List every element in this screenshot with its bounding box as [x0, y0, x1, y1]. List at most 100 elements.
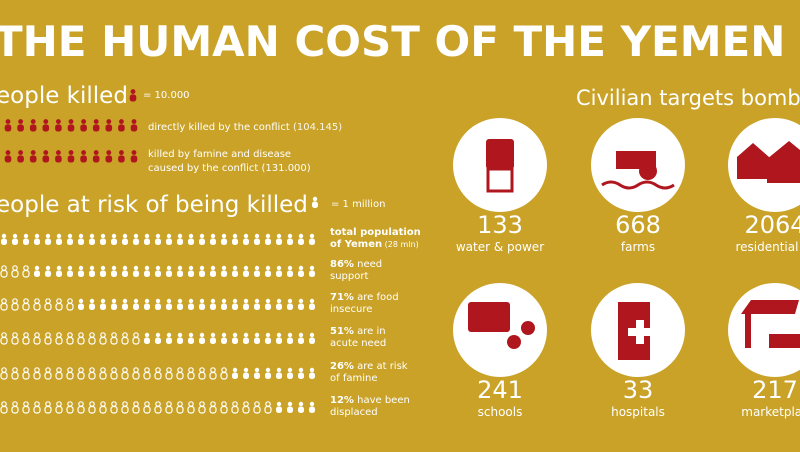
person-icon	[88, 401, 96, 414]
person-icon	[154, 367, 162, 380]
person-icon	[11, 367, 19, 380]
person-icon	[99, 401, 107, 414]
icon-head	[122, 265, 128, 271]
icon-body	[4, 124, 12, 132]
icon-head	[111, 367, 117, 373]
icon-body	[220, 371, 228, 380]
icon-body	[118, 155, 125, 163]
icon-head	[56, 401, 62, 407]
icon-body	[110, 405, 118, 414]
person-icon	[66, 367, 74, 380]
person-icon	[89, 233, 95, 245]
person-icon	[221, 298, 227, 310]
icon-head	[210, 265, 216, 271]
icon-body	[42, 155, 50, 163]
icon-body	[111, 270, 117, 277]
label-bold: total population	[330, 227, 421, 238]
icon-head	[56, 298, 62, 304]
person-icon	[33, 401, 41, 414]
icon-body	[265, 303, 271, 310]
icon-head	[67, 401, 73, 407]
icon-head	[106, 150, 112, 156]
person-icon	[210, 298, 216, 310]
icon-body	[154, 371, 162, 380]
icon-body	[67, 270, 73, 277]
icon-body	[0, 336, 8, 345]
icon-body	[265, 372, 271, 379]
icon-body	[209, 405, 217, 414]
person-icon	[298, 298, 304, 310]
icon-head	[287, 233, 293, 239]
icon-head	[67, 332, 73, 338]
person-icon	[232, 265, 238, 277]
row-label: displaced	[330, 407, 378, 418]
person-icon	[276, 401, 282, 413]
label-text: are food	[354, 292, 399, 303]
person-icon	[144, 332, 150, 344]
icon-head	[166, 233, 172, 239]
person-icon	[55, 401, 63, 414]
person-icon	[34, 233, 40, 245]
person-icon	[100, 265, 106, 277]
person-icon	[22, 367, 30, 380]
label-bold: 12%	[330, 395, 354, 406]
icon-body	[177, 270, 183, 277]
icon-body	[0, 269, 8, 278]
icon-body	[66, 302, 74, 311]
person-icon	[265, 332, 271, 344]
icon-body	[77, 405, 85, 414]
person-icon	[78, 298, 84, 310]
icon-head	[81, 119, 87, 125]
icon-body	[155, 337, 161, 344]
icon-body	[298, 337, 304, 344]
icon-body	[44, 302, 52, 311]
person-icon	[55, 298, 63, 311]
icon-body	[309, 372, 315, 379]
person-icon	[265, 233, 271, 245]
person-icon	[265, 298, 271, 310]
person-icon	[78, 233, 84, 245]
icon-head	[5, 119, 11, 125]
label-figure: (104.145)	[290, 122, 342, 133]
icon-head	[144, 332, 150, 338]
icon-head	[100, 401, 106, 407]
icon-head	[254, 265, 260, 271]
icon-body	[66, 336, 74, 345]
icon-body	[221, 238, 227, 245]
icon-head	[166, 265, 172, 271]
person-icon	[165, 401, 173, 414]
icon-head	[133, 332, 139, 338]
person-icon	[22, 332, 30, 345]
icon-body	[309, 337, 315, 344]
icon-head	[122, 233, 128, 239]
icon-head	[312, 196, 318, 202]
icon-body	[176, 371, 184, 380]
icon-body	[44, 371, 52, 380]
person-icon	[254, 332, 260, 344]
icon-body	[166, 303, 172, 310]
icon-head	[177, 265, 183, 271]
icon-head	[78, 298, 84, 304]
icon-head	[23, 401, 29, 407]
person-icon	[143, 401, 151, 414]
person-icon	[210, 332, 216, 344]
icon-head	[265, 332, 271, 338]
person-icon	[232, 332, 238, 344]
icon-body	[29, 155, 37, 163]
row-label: 51% are in	[330, 326, 386, 337]
kid	[521, 321, 535, 335]
icon-head	[133, 233, 139, 239]
icon-body	[287, 406, 293, 413]
person-icon	[243, 332, 249, 344]
person-icon	[22, 401, 30, 414]
icon-body	[1, 238, 7, 245]
label-text: directly killed by the conflict	[148, 122, 290, 133]
stall	[741, 300, 800, 348]
icon-head	[5, 150, 11, 156]
icon-body	[22, 371, 30, 380]
icon-head	[78, 332, 84, 338]
section-heading: eople at risk of being killed	[0, 192, 308, 218]
icon-head	[23, 298, 29, 304]
person-icon	[118, 119, 125, 132]
icon-body	[265, 238, 271, 245]
